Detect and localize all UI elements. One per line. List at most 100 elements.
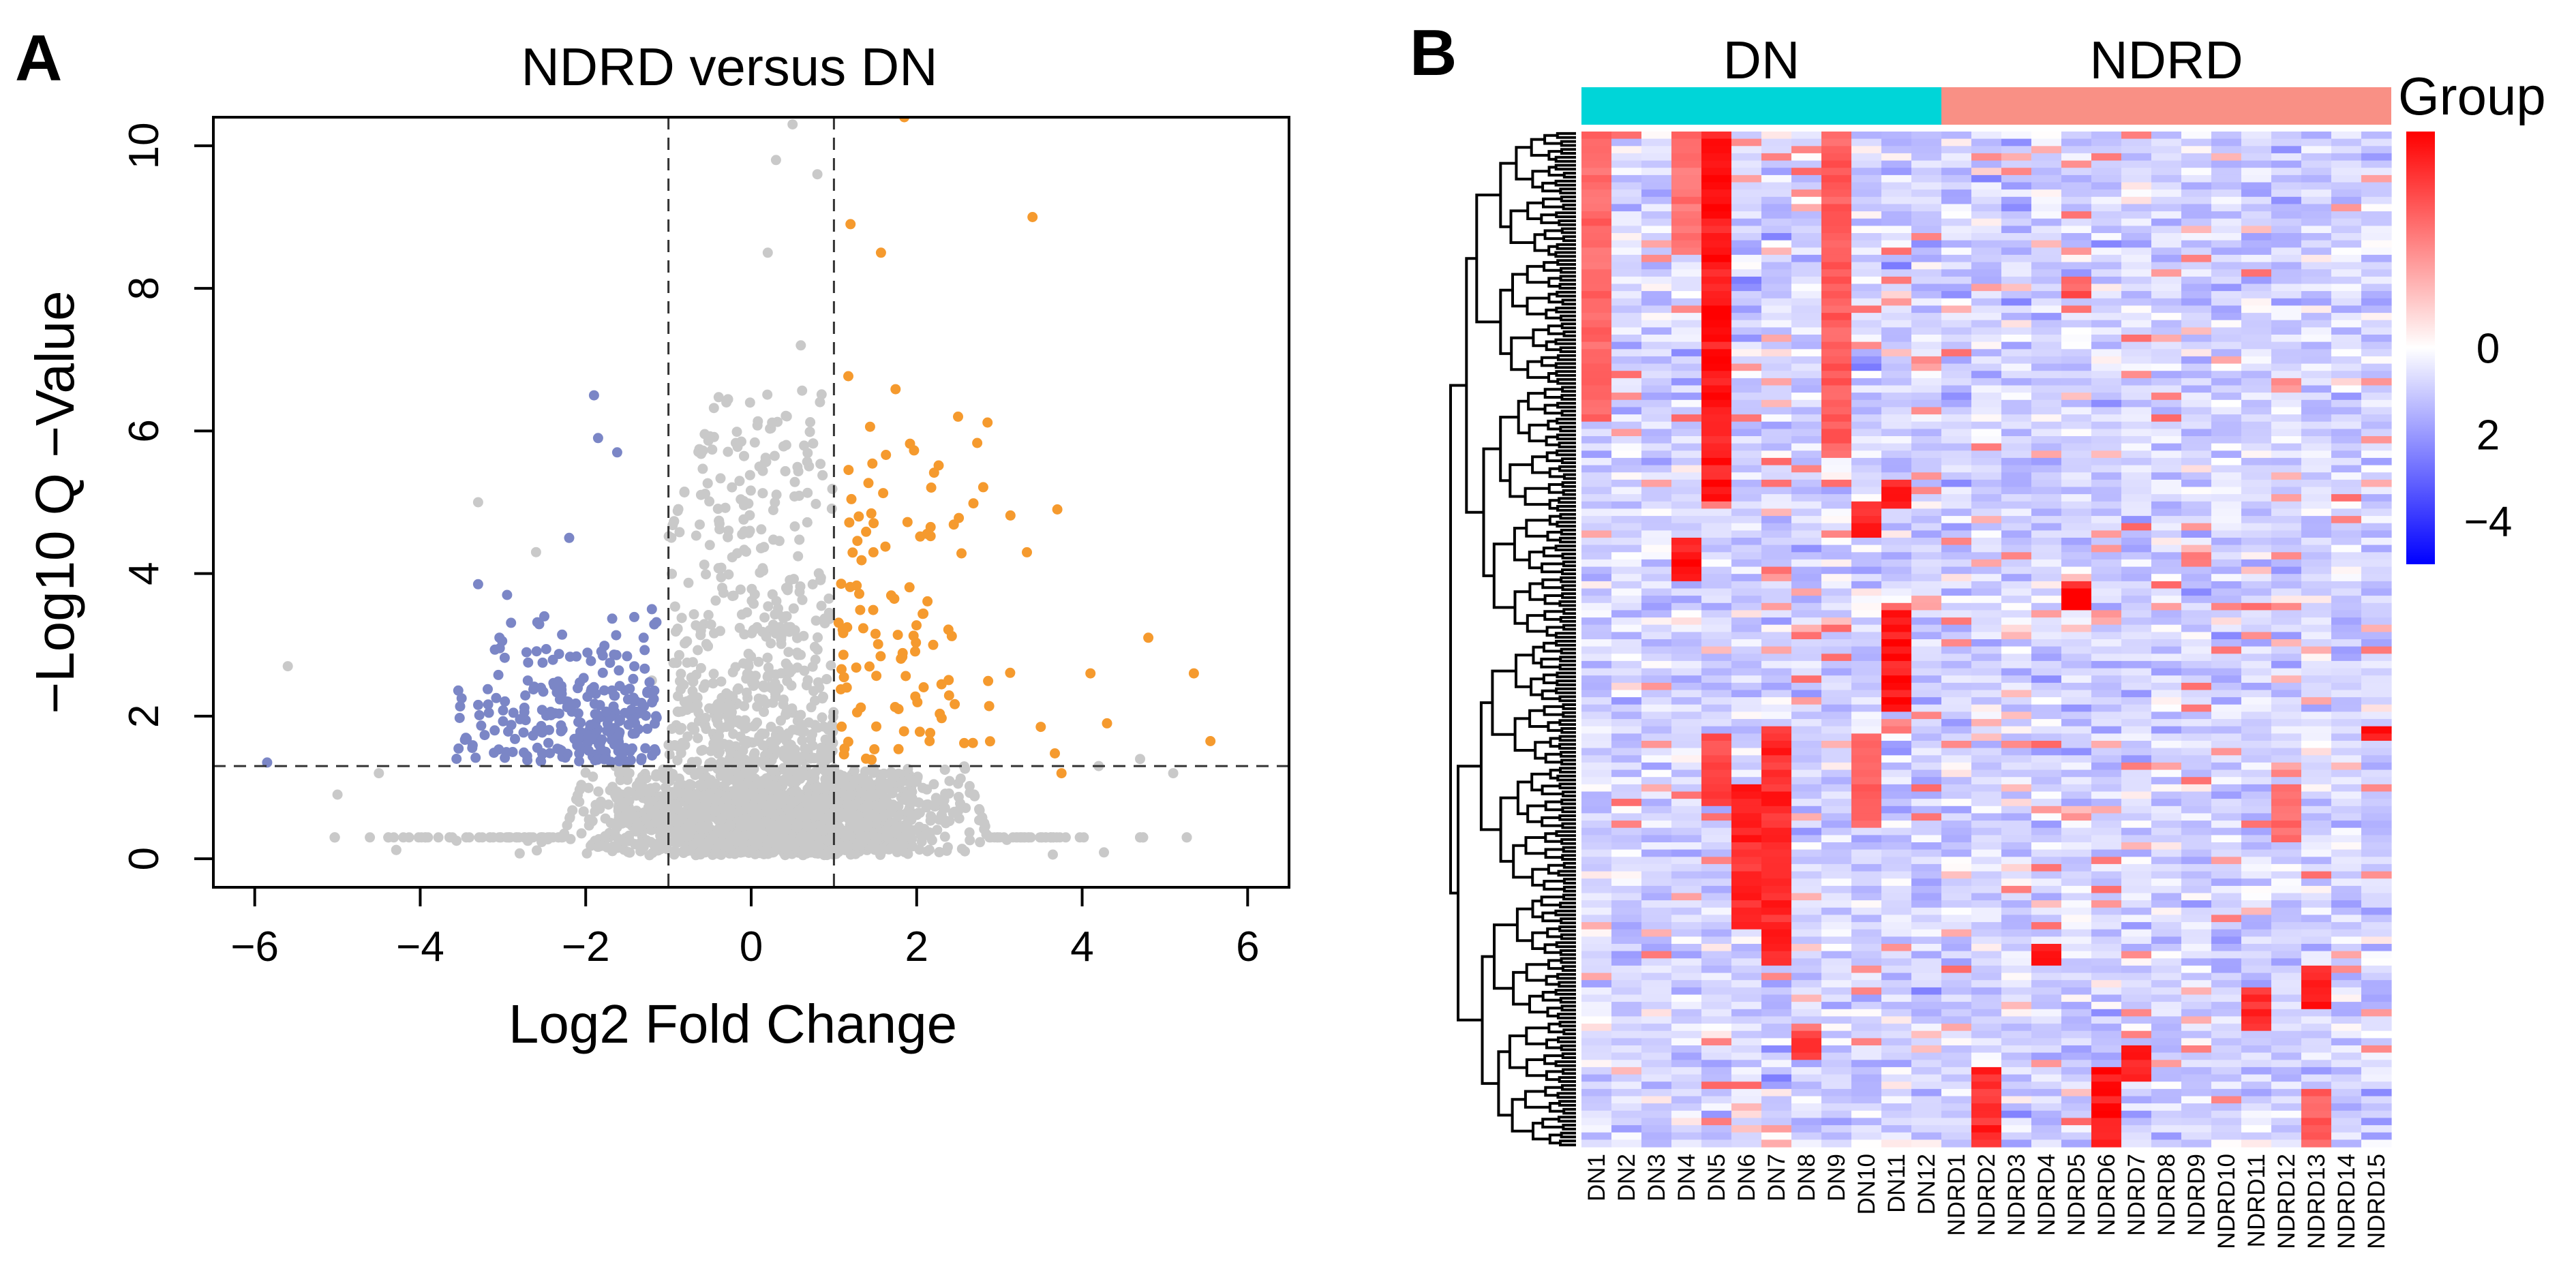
point-ns (576, 828, 587, 839)
heatmap-cell (1791, 878, 1822, 887)
heatmap-cell (1761, 1118, 1792, 1126)
heatmap-cell (1731, 748, 1762, 756)
point-ns (710, 595, 721, 606)
point-ns (854, 837, 865, 848)
heatmap-cell (1731, 1096, 1762, 1104)
heatmap-cell (1881, 378, 1912, 386)
heatmap-cell (1851, 711, 1882, 720)
point-down (501, 747, 512, 758)
heatmap-cell (1821, 610, 1852, 618)
point-up (908, 630, 919, 641)
point-ns (839, 828, 850, 839)
heatmap-cell (1851, 777, 1882, 785)
heatmap-cell (1671, 1082, 1702, 1090)
x-tick-label: −4 (396, 923, 444, 970)
heatmap-cell (1581, 1074, 1612, 1082)
heatmap-cell (1851, 283, 1882, 292)
heatmap-cell (1701, 247, 1732, 256)
heatmap-cell (1581, 305, 1612, 313)
point-down (498, 705, 509, 716)
heatmap-cell (1641, 922, 1672, 930)
heatmap-cell (1671, 1139, 1702, 1148)
heatmap-cell (1701, 233, 1732, 241)
point-up (852, 536, 863, 547)
heatmap-cell (1671, 378, 1702, 386)
point-ns (745, 485, 756, 496)
heatmap-cell (1881, 1052, 1912, 1060)
point-ns (813, 848, 823, 859)
heatmap-cell (1581, 574, 1612, 582)
heatmap-cell (1791, 827, 1822, 835)
heatmap-cell (1761, 799, 1792, 807)
point-ns (770, 845, 781, 856)
point-ns (815, 574, 826, 585)
point-ns (574, 784, 585, 795)
heatmap-cell (1821, 777, 1852, 785)
heatmap-cell (1761, 356, 1792, 365)
heatmap-cell (1851, 1088, 1882, 1097)
heatmap-cell (1761, 893, 1792, 901)
heatmap-cell (1731, 530, 1762, 538)
heatmap-cell (1641, 1038, 1672, 1046)
heatmap-cell (1851, 849, 1882, 857)
heatmap-cell (1821, 349, 1852, 357)
heatmap-cell (1641, 588, 1672, 596)
heatmap-cell (1701, 349, 1732, 357)
heatmap-cell (1881, 711, 1912, 720)
point-ns (383, 832, 394, 843)
point-ns (746, 583, 757, 594)
heatmap-cell (1881, 929, 1912, 937)
heatmap-cell (1881, 254, 1912, 263)
point-down (520, 690, 531, 701)
heatmap-cell (1881, 132, 1912, 140)
heatmap-cell (1881, 508, 1912, 517)
point-down (594, 739, 605, 750)
heatmap-cell (1761, 1074, 1792, 1082)
heatmap-cell (1881, 827, 1912, 835)
heatmap-cell (1701, 138, 1732, 147)
heatmap-cell (1851, 254, 1882, 263)
heatmap-cell (1821, 762, 1852, 771)
heatmap-cell (1671, 189, 1702, 198)
heatmap-cell (1731, 1088, 1762, 1097)
heatmap-cell (1821, 719, 1852, 727)
point-ns (939, 831, 950, 842)
point-down (489, 748, 500, 758)
heatmap-cell (1641, 436, 1672, 444)
heatmap-cell (1731, 132, 1762, 140)
heatmap-cell (1851, 596, 1882, 604)
point-ns (813, 838, 824, 848)
heatmap-cell (1851, 494, 1882, 502)
heatmap-cell (1641, 936, 1672, 945)
heatmap-cell (1611, 799, 1642, 807)
heatmap-cell (1671, 283, 1702, 292)
heatmap-cell (1611, 726, 1642, 734)
heatmap-cell (1581, 349, 1612, 357)
heatmap-cell (1611, 769, 1642, 778)
point-up (918, 608, 929, 619)
heatmap-cell (1671, 320, 1702, 328)
heatmap-cell (1731, 827, 1762, 835)
heatmap-cell (1851, 958, 1882, 966)
heatmap-cell (1641, 313, 1672, 321)
heatmap-cell (1641, 363, 1672, 371)
point-ns (733, 683, 744, 694)
heatmap-cell (1791, 1024, 1822, 1032)
heatmap-cell (1791, 421, 1822, 429)
heatmap-cell (1791, 900, 1822, 908)
point-down (528, 730, 539, 741)
heatmap-cell (1851, 378, 1882, 386)
heatmap-cell (1791, 1030, 1822, 1039)
heatmap-cell (1581, 1030, 1612, 1039)
heatmap-cell (1851, 769, 1882, 778)
heatmap-cell (1731, 1030, 1762, 1039)
heatmap-cell (1581, 755, 1612, 763)
heatmap-cell (1731, 857, 1762, 865)
heatmap-cell (1881, 160, 1912, 168)
heatmap-cell (1791, 741, 1822, 749)
heatmap-cell (1821, 414, 1852, 423)
heatmap-cell (1641, 153, 1672, 162)
heatmap-cell (1701, 1016, 1732, 1024)
heatmap-cell (1881, 922, 1912, 930)
heatmap-cell (1851, 907, 1882, 915)
